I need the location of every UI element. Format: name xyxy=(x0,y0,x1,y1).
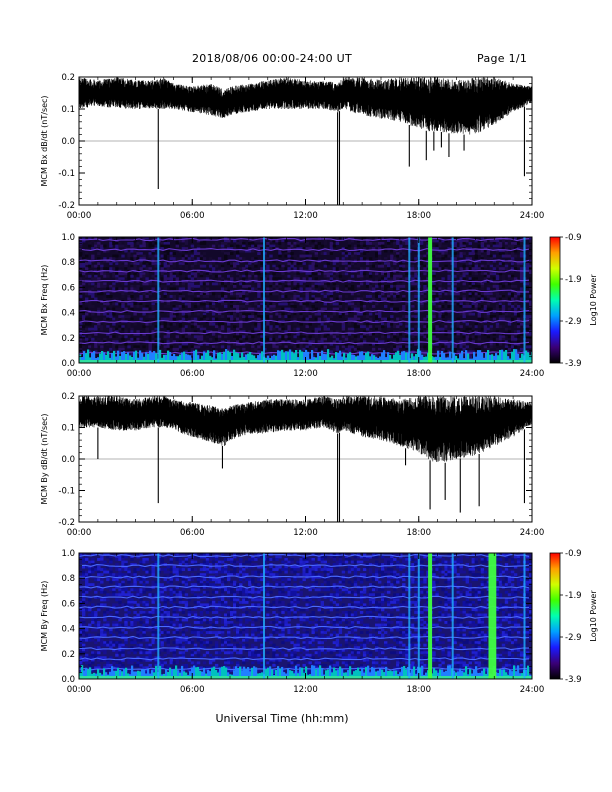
bx-spec-ytick-label: 0.4 xyxy=(61,309,75,319)
bx-spec-event-column xyxy=(408,237,411,363)
by-spec-colorbar-tick-label: -1.9 xyxy=(565,591,582,601)
bx-spec-colorbar-tick-label: -0.9 xyxy=(565,233,582,243)
bx-spec-ytick-label: 0.8 xyxy=(61,258,75,268)
by-spec-event-column xyxy=(157,553,160,679)
bx-dbdt-trace xyxy=(78,77,533,135)
by-spec-event-column xyxy=(451,553,454,679)
by-dbdt-xtick-label: 12:00 xyxy=(293,528,318,538)
by-spec-event-column xyxy=(492,553,497,679)
by-spec-colorbar xyxy=(549,552,561,680)
bx-spec-xtick-label: 24:00 xyxy=(520,369,545,379)
bx-spec-ylabel: MCM Bx Freq (Hz) xyxy=(40,265,49,336)
by-dbdt-xtick-label: 24:00 xyxy=(520,528,545,538)
by-dbdt-panel: 0.2 0.1 0.0 -0.1 -0.200:00 06:00 12:00 18:00 24:… xyxy=(40,392,544,538)
by-spec-event-column xyxy=(523,553,526,679)
by-spec-ytick-label: 1.0 xyxy=(61,549,75,559)
by-dbdt-xtick-label: 00:00 xyxy=(67,528,92,538)
by-dbdt-ytick-label: 0.2 xyxy=(61,392,75,402)
bx-spec-xtick-label: 18:00 xyxy=(407,369,432,379)
bx-spec-colorbar-label: Log10 Power xyxy=(589,274,598,326)
by-spec-xtick-label: 00:00 xyxy=(67,685,92,695)
by-spec-event-column xyxy=(488,553,493,679)
by-spec-ytick-label: 0.4 xyxy=(61,625,75,635)
by-spec-colorbar-tick-label: -3.9 xyxy=(565,675,582,685)
by-spec-colorbar-tick-label: -2.9 xyxy=(565,633,582,643)
bx-dbdt-panel: 0.2 0.1 0.0 -0.1 -0.200:00 06:00 12:00 18:00 24:… xyxy=(40,73,544,221)
bx-spec-ytick-label: 0.2 xyxy=(61,334,75,344)
bx-dbdt-ytick-label: 0.1 xyxy=(61,105,75,115)
by-spec-event-column xyxy=(417,553,420,679)
by-dbdt-ylabel: MCM By dB/dt (nT/sec) xyxy=(40,413,49,504)
figure-title: 2018/08/06 00:00-24:00 UT xyxy=(192,52,353,65)
by-spec-ytick-label: 0.6 xyxy=(61,599,75,609)
bx-spec-event-column xyxy=(523,237,526,363)
bx-dbdt-ytick-label: -0.1 xyxy=(58,169,75,179)
bx-spec-panel: 1.0 0.8 0.6 0.4 0.2 0.000:00 06:00 12:00 18:00 24… xyxy=(40,233,598,379)
by-spec-panel: 1.0 0.8 0.6 0.4 0.2 0.000:00 06:00 12:00 18:00 24… xyxy=(40,549,598,695)
bx-spec-event-column xyxy=(428,237,433,363)
bx-spec-ytick-label: 0.0 xyxy=(61,359,75,369)
bx-spec-ytick-label: 1.0 xyxy=(61,233,75,243)
bx-spec-colorbar-tick-label: -1.9 xyxy=(565,275,582,285)
by-spec-ylabel: MCM By Freq (Hz) xyxy=(40,581,49,652)
bx-dbdt-xtick-label: 12:00 xyxy=(293,211,318,221)
by-spec-xtick-label: 06:00 xyxy=(180,685,205,695)
bx-spec-colorbar xyxy=(549,236,561,364)
x-axis-label: Universal Time (hh:mm) xyxy=(216,712,349,725)
by-dbdt-ytick-label: -0.1 xyxy=(58,487,75,497)
by-dbdt-ytick-label: 0.1 xyxy=(61,424,75,434)
by-dbdt-ytick-label: 0.0 xyxy=(61,455,75,465)
bx-spec-event-column xyxy=(417,237,420,363)
by-dbdt-trace xyxy=(78,396,533,462)
bx-dbdt-xtick-label: 18:00 xyxy=(407,211,432,221)
by-spec-event-column xyxy=(428,553,433,679)
bx-dbdt-ytick-label: -0.2 xyxy=(58,201,75,211)
by-spec-event-column xyxy=(408,553,411,679)
by-spec-xtick-label: 18:00 xyxy=(407,685,432,695)
bx-spec-xtick-label: 06:00 xyxy=(180,369,205,379)
bx-spec-xtick-label: 12:00 xyxy=(293,369,318,379)
bx-dbdt-ytick-label: 0.0 xyxy=(61,137,75,147)
bx-spec-heatmap xyxy=(79,237,532,363)
bx-spec-event-column xyxy=(157,237,160,363)
bx-spec-xtick-label: 00:00 xyxy=(67,369,92,379)
by-spec-event-column xyxy=(263,553,265,679)
by-dbdt-xtick-label: 06:00 xyxy=(180,528,205,538)
page-indicator: Page 1/1 xyxy=(477,52,528,65)
bx-dbdt-xtick-label: 00:00 xyxy=(67,211,92,221)
by-spec-xtick-label: 24:00 xyxy=(520,685,545,695)
bx-spec-event-column xyxy=(451,237,454,363)
bx-dbdt-ylabel: MCM Bx dB/dt (nT/sec) xyxy=(40,95,49,186)
by-spec-heatmap xyxy=(79,553,532,679)
by-dbdt-xtick-label: 18:00 xyxy=(407,528,432,538)
by-spec-colorbar-label: Log10 Power xyxy=(589,590,598,642)
by-spec-colorbar-tick-label: -0.9 xyxy=(565,549,582,559)
by-spec-xtick-label: 12:00 xyxy=(293,685,318,695)
bx-dbdt-xtick-label: 06:00 xyxy=(180,211,205,221)
by-dbdt-ytick-label: -0.2 xyxy=(58,518,75,528)
bx-dbdt-xtick-label: 24:00 xyxy=(520,211,545,221)
by-spec-ytick-label: 0.2 xyxy=(61,650,75,660)
bx-spec-colorbar-tick-label: -3.9 xyxy=(565,359,582,369)
bx-spec-ytick-label: 0.6 xyxy=(61,283,75,293)
by-spec-ytick-label: 0.8 xyxy=(61,574,75,584)
bx-spec-colorbar-tick-label: -2.9 xyxy=(565,317,582,327)
bx-spec-event-column xyxy=(263,237,265,363)
bx-dbdt-ytick-label: 0.2 xyxy=(61,73,75,83)
by-spec-ytick-label: 0.0 xyxy=(61,675,75,685)
